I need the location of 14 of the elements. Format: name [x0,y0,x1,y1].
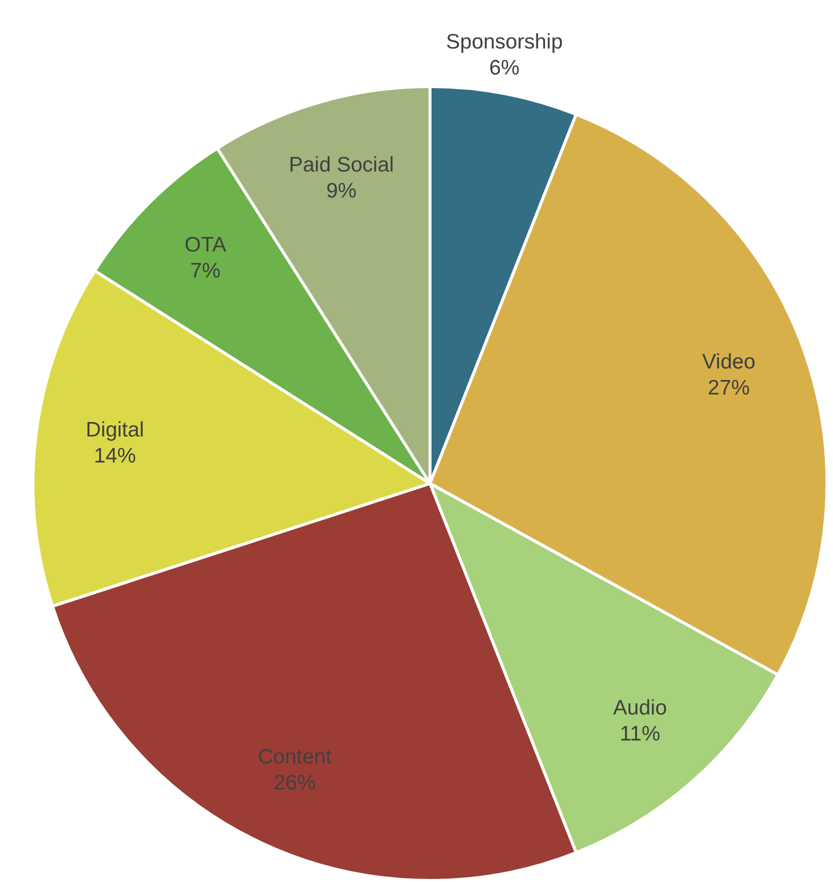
slice-label: Paid Social [288,153,394,176]
data-label: 7% [190,260,221,283]
data-label: 26% [274,772,316,795]
slice-label: Audio [613,696,667,720]
data-label: 6% [489,56,520,80]
data-label: 11% [620,722,660,746]
slice-label: Content [258,746,332,769]
slice-label: OTA [184,234,226,257]
data-label: 9% [326,179,357,202]
slice-label: Sponsorship [446,30,563,54]
slice-label: Video [702,350,756,374]
data-label: 14% [94,444,136,468]
data-label: 27% [708,376,750,400]
slice-label: Digital [86,418,144,442]
